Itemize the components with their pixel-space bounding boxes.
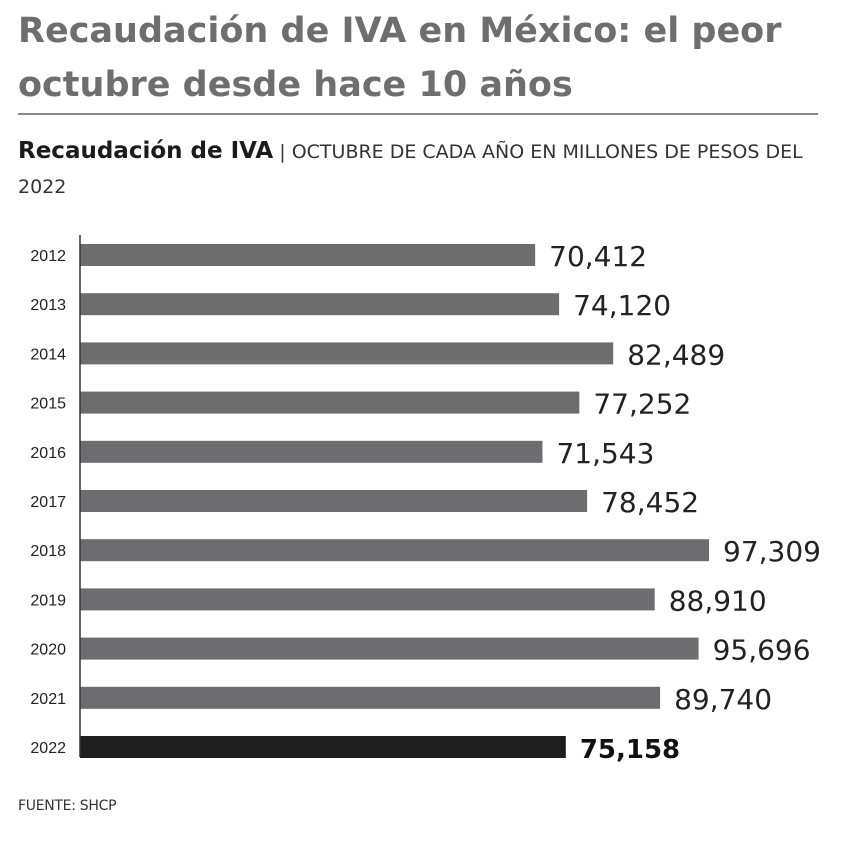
bar-2020 bbox=[80, 637, 699, 660]
year-label-2015: 2015 bbox=[30, 396, 66, 413]
bar-2014 bbox=[80, 342, 614, 365]
value-label-2018: 97,309 bbox=[723, 535, 821, 568]
value-label-2015: 77,252 bbox=[593, 388, 691, 421]
year-label-2018: 2018 bbox=[30, 543, 66, 560]
subtitle-separator: | bbox=[279, 141, 286, 163]
year-label-2014: 2014 bbox=[30, 346, 66, 363]
value-label-2019: 88,910 bbox=[669, 584, 767, 617]
year-label-2020: 2020 bbox=[30, 642, 66, 659]
year-label-2013: 2013 bbox=[30, 297, 66, 314]
subtitle-description: OCTUBRE DE CADA AÑO EN MILLONES DE PESOS… bbox=[18, 141, 803, 198]
year-label-2021: 2021 bbox=[30, 691, 66, 708]
value-label-2022: 75,158 bbox=[580, 735, 680, 765]
source-note: FUENTE: SHCP bbox=[18, 798, 117, 814]
year-label-2016: 2016 bbox=[30, 445, 66, 462]
year-label-2019: 2019 bbox=[30, 592, 66, 609]
value-label-2016: 71,543 bbox=[556, 437, 654, 470]
chart-subtitle: Recaudación de IVA | OCTUBRE DE CADA AÑO… bbox=[18, 134, 808, 205]
value-label-2021: 89,740 bbox=[674, 683, 772, 716]
bar-2019 bbox=[80, 588, 655, 611]
value-label-2013: 74,120 bbox=[573, 289, 671, 322]
bar-2022 bbox=[80, 736, 566, 758]
value-label-2014: 82,489 bbox=[627, 338, 725, 371]
bar-2013 bbox=[80, 293, 560, 316]
value-label-2017: 78,452 bbox=[601, 486, 699, 519]
subtitle-bold: Recaudación de IVA bbox=[18, 138, 274, 164]
bar-2018 bbox=[80, 539, 709, 562]
bar-2012 bbox=[80, 244, 536, 266]
value-label-2012: 70,412 bbox=[549, 240, 647, 273]
bar-2016 bbox=[80, 440, 543, 463]
chart-title: Recaudación de IVA en México: el peor oc… bbox=[18, 11, 782, 105]
year-label-2017: 2017 bbox=[30, 494, 66, 511]
title-divider bbox=[18, 113, 818, 115]
year-label-2012: 2012 bbox=[30, 248, 66, 265]
value-label-2020: 95,696 bbox=[713, 634, 811, 667]
year-label-2022: 2022 bbox=[30, 740, 66, 757]
bar-2015 bbox=[80, 391, 580, 414]
bar-2017 bbox=[80, 490, 588, 512]
bar-2021 bbox=[80, 686, 661, 709]
bar-chart: 2012 70,412 2013 74,120 2014 82,489 2015 77,252… bbox=[30, 235, 821, 765]
